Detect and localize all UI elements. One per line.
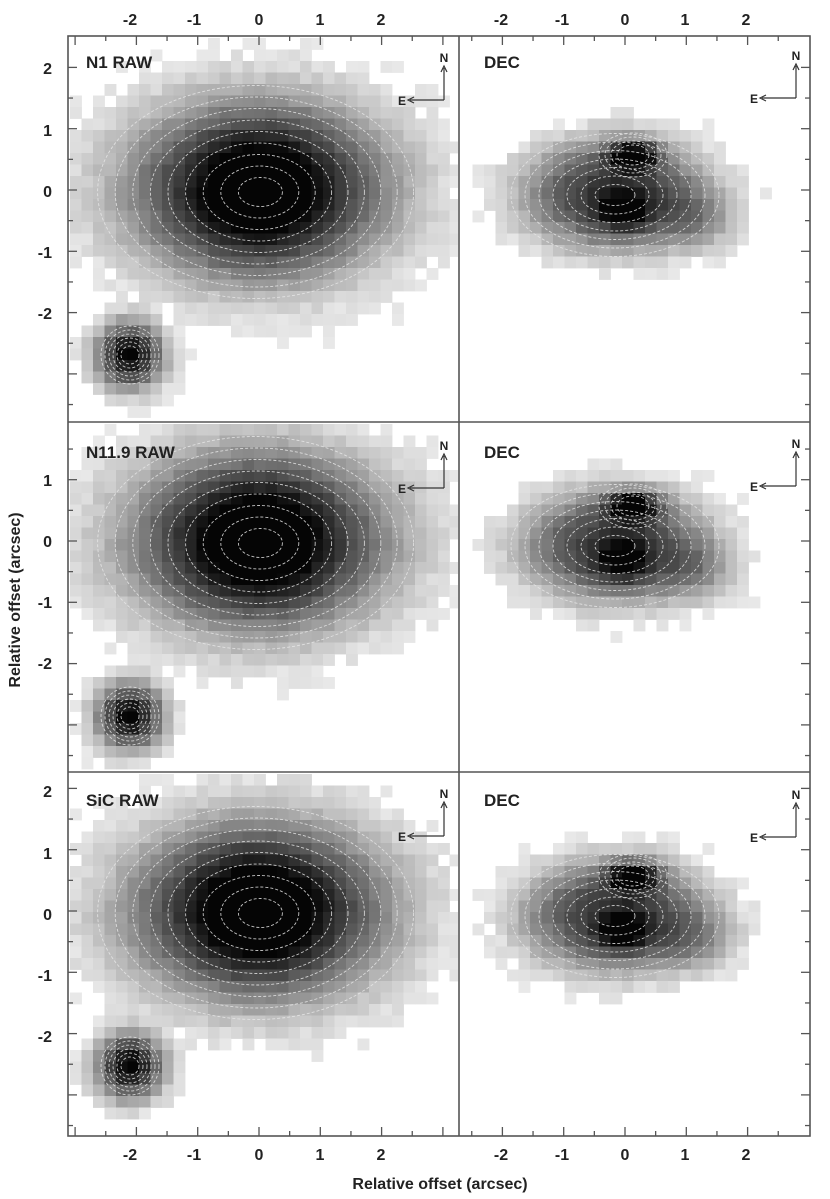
bottom-tick-label-0: -2 [123,1147,137,1164]
row1-ytick-label-1: 1 [43,123,52,140]
row3-ytick-label-2: 0 [43,907,52,924]
row1-ytick-label-0: 2 [43,61,52,78]
bottom-tick-label-right-2: 0 [621,1147,630,1164]
row1-ytick-label-4: -2 [38,306,52,323]
bottom-tick-label-right-4: 2 [742,1147,751,1164]
compass-east-label: E [398,94,406,108]
compass-north-label: N [792,788,801,802]
panel-title-r1-left: N1 RAW [86,53,153,72]
top-tick-label-left-3: 1 [316,12,325,29]
top-tick-label-right-1: -1 [555,12,569,29]
top-tick-label-right-0: -2 [494,12,508,29]
row3-ytick-label-3: -1 [38,968,52,985]
compass-r1-right: NE [750,49,800,106]
bottom-tick-label-right-3: 1 [681,1147,690,1164]
panel-title-r3-left: SiC RAW [86,791,160,810]
row3-ytick-label-1: 1 [43,846,52,863]
bottom-tick-label-right-1: -1 [555,1147,569,1164]
compass-r3-left: NE [398,787,448,844]
row3-ytick-label-4: -2 [38,1029,52,1046]
outer-frame [67,35,811,1137]
top-tick-label-left-0: -2 [123,12,137,29]
compass-east-label: E [750,480,758,494]
top-tick-label-right-2: 0 [621,12,630,29]
top-tick-label-left-1: -1 [187,12,201,29]
row1-ytick-label-2: 0 [43,184,52,201]
y-axis-label: Relative offset (arcsec) [7,512,24,687]
top-tick-label-right-4: 2 [742,12,751,29]
row3-ytick-label-0: 2 [43,784,52,801]
image-layer [70,38,772,1120]
row1-ytick-label-3: -1 [38,245,52,262]
compass-r1-left: NE [398,51,448,108]
image-panel-dec-2 [472,458,761,643]
top-tick-label-left-2: 0 [255,12,264,29]
row2-ytick-label-2: -1 [38,595,52,612]
image-panel-dec-1 [472,107,772,280]
row2-ytick-label-0: 1 [43,473,52,490]
bottom-tick-label-right-0: -2 [494,1147,508,1164]
top-tick-label-right-3: 1 [681,12,690,29]
compass-north-label: N [792,437,801,451]
panel-title-r3-right: DEC [484,791,520,810]
compass-r2-right: NE [750,437,800,494]
compass-east-label: E [398,482,406,496]
top-tick-label-left-4: 2 [377,12,386,29]
compass-north-label: N [792,49,801,63]
compass-north-label: N [440,787,449,801]
compass-north-label: N [440,51,449,65]
panel-title-r2-left: N11.9 RAW [86,443,176,462]
compass-east-label: E [750,92,758,106]
row2-ytick-label-3: -2 [38,656,52,673]
compass-r3-right: NE [750,788,800,845]
compass-east-label: E [398,830,406,844]
row2-ytick-label-1: 0 [43,534,52,551]
panel-title-r1-right: DEC [484,53,520,72]
bottom-tick-label-2: 0 [255,1147,264,1164]
label-layer: -2 -1 0 1 2 -2 -1 0 1 2 -2 -1 0 1 2 -2 -… [7,12,751,1193]
x-axis-label: Relative offset (arcsec) [352,1176,527,1193]
panel-title-r2-right: DEC [484,443,520,462]
compass-east-label: E [750,831,758,845]
compass-north-label: N [440,439,449,453]
bottom-tick-label-3: 1 [316,1147,325,1164]
bottom-tick-label-4: 2 [377,1147,386,1164]
image-panel-raw-3 [70,774,458,1120]
bottom-tick-label-1: -1 [187,1147,201,1164]
image-panel-dec-3 [472,831,761,1005]
tick-layer [68,36,810,1136]
image-panel-raw-1 [70,38,458,418]
image-panel-raw-2 [70,424,458,770]
compass-r2-left: NE [398,439,448,496]
frame-layer [67,35,811,1137]
